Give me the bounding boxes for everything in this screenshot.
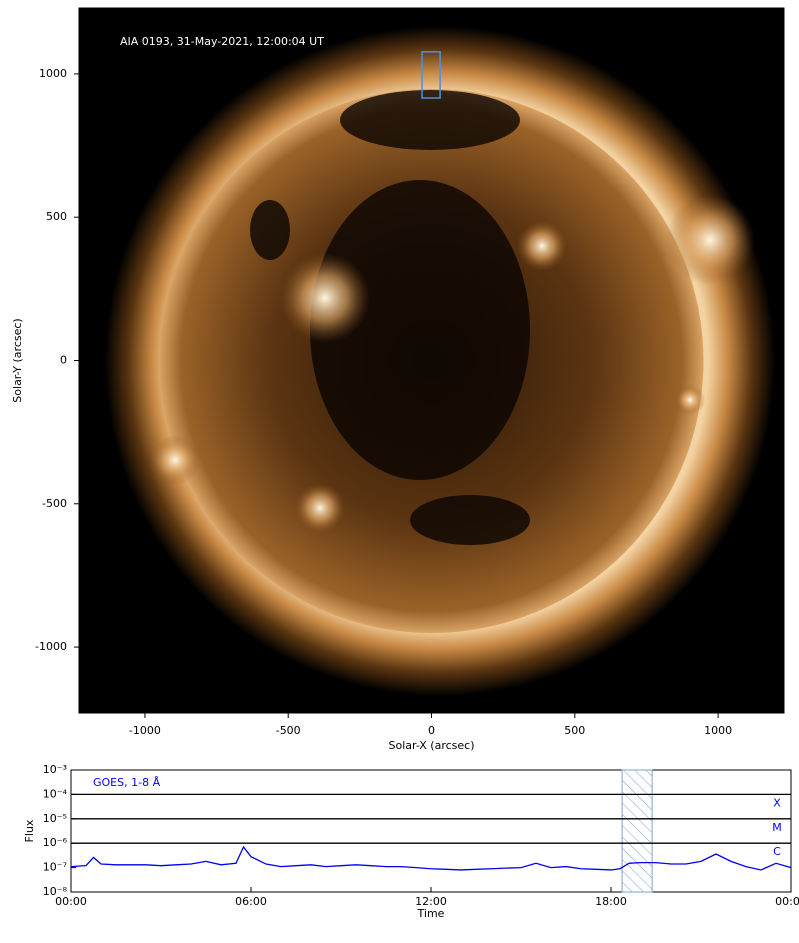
flare-class-label: X xyxy=(773,796,781,809)
y-tick-label: 10⁻⁸ xyxy=(43,885,68,898)
y-tick-label: 0 xyxy=(60,354,67,367)
active-region xyxy=(280,253,370,343)
time-span xyxy=(621,769,653,893)
y-tick-label: 1000 xyxy=(39,67,67,80)
x-axis-label: Solar-X (arcsec) xyxy=(389,739,475,752)
y-tick-label: 10⁻³ xyxy=(43,763,67,776)
y-tick-label: 10⁻⁶ xyxy=(43,836,68,849)
coronal-hole xyxy=(250,200,290,260)
coronal-hole xyxy=(410,495,530,545)
x-tick-label: -500 xyxy=(276,724,301,737)
x-tick-label: 18:00 xyxy=(595,895,627,908)
y-tick-label: 10⁻⁷ xyxy=(43,861,67,874)
image-panel: -1000 -500 0 500 1000 -1000 -500 0 500 1000 Solar-… xyxy=(11,7,785,752)
annotation: AIA 0193, 31-May-2021, 12:00:04 UT xyxy=(120,35,324,48)
y-tick-label: 10⁻⁵ xyxy=(43,812,67,825)
flare-class-label: M xyxy=(772,821,782,834)
active-region xyxy=(675,385,705,415)
x-tick-label: 0 xyxy=(428,724,435,737)
legend-text: GOES, 1-8 Å xyxy=(93,776,161,789)
flux-line xyxy=(70,845,792,871)
active-region xyxy=(665,195,755,285)
x-axis-label: Time xyxy=(417,907,445,920)
coronal-hole xyxy=(310,180,530,480)
active-region xyxy=(295,483,345,533)
x-tick-label: 12:00 xyxy=(415,895,447,908)
x-tick-label: -1000 xyxy=(129,724,161,737)
x-tick-label: 1000 xyxy=(704,724,732,737)
y-tick-label: 500 xyxy=(46,210,67,223)
y-tick-label: -500 xyxy=(42,497,67,510)
y-tick-label: -1000 xyxy=(35,640,67,653)
sun-image xyxy=(79,8,784,713)
y-axis-label: Solar-Y (arcsec) xyxy=(11,318,24,402)
plot-area xyxy=(70,769,792,893)
x-tick-label: 500 xyxy=(564,724,585,737)
active-region xyxy=(517,221,567,271)
x-tick-label: 00:00 xyxy=(775,895,799,908)
region-box xyxy=(421,51,441,99)
x-tick-label: 00:00 xyxy=(55,895,87,908)
active-region xyxy=(150,435,200,485)
flare-class-label: C xyxy=(773,845,781,858)
goes-panel: XMC00:0006:0012:0018:0000:0010⁻⁸10⁻⁷10⁻⁶… xyxy=(23,763,799,920)
y-axis-label: Flux xyxy=(23,819,36,842)
coronal-hole xyxy=(340,90,520,150)
y-tick-label: 10⁻⁴ xyxy=(43,787,68,800)
x-tick-label: 06:00 xyxy=(235,895,267,908)
